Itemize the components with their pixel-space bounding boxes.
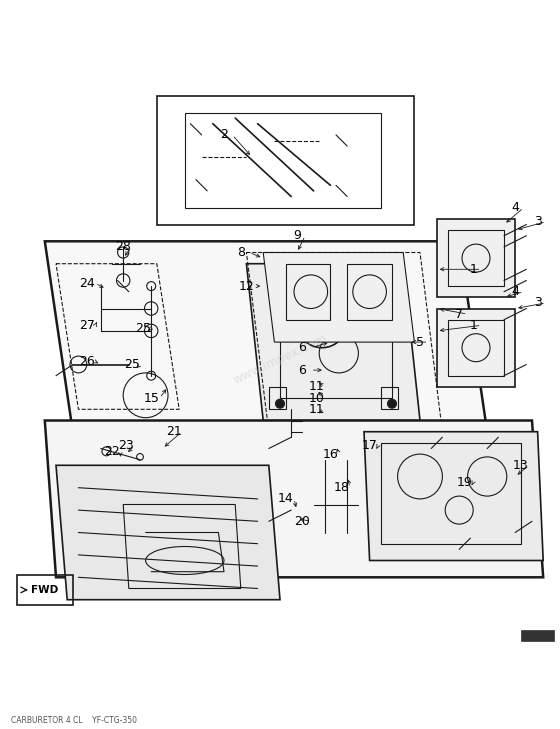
Bar bbox=[269, 387, 286, 409]
Text: 3: 3 bbox=[534, 297, 542, 309]
Circle shape bbox=[388, 287, 396, 296]
Text: 21: 21 bbox=[166, 425, 181, 438]
Bar bbox=[280, 286, 392, 398]
Polygon shape bbox=[56, 465, 280, 600]
Polygon shape bbox=[364, 432, 543, 561]
Bar bbox=[185, 112, 381, 208]
Text: 12: 12 bbox=[239, 280, 254, 292]
Text: 15: 15 bbox=[143, 391, 159, 405]
Text: 25: 25 bbox=[135, 321, 151, 335]
Text: 3: 3 bbox=[534, 215, 542, 228]
Bar bbox=[437, 219, 515, 297]
Text: 23: 23 bbox=[118, 439, 134, 452]
Polygon shape bbox=[45, 241, 487, 432]
Text: 1: 1 bbox=[469, 319, 477, 332]
Bar bbox=[157, 95, 414, 225]
Text: FWD: FWD bbox=[31, 585, 58, 595]
Bar bbox=[269, 275, 286, 297]
Bar bbox=[286, 264, 330, 320]
Text: 13: 13 bbox=[513, 459, 529, 472]
Circle shape bbox=[276, 399, 284, 408]
Text: 1: 1 bbox=[469, 262, 477, 276]
Text: 27: 27 bbox=[79, 319, 95, 332]
Text: 8: 8 bbox=[237, 246, 245, 259]
Text: 6: 6 bbox=[298, 341, 306, 354]
Text: www.impex.com: www.impex.com bbox=[231, 331, 329, 386]
Circle shape bbox=[276, 287, 284, 296]
Polygon shape bbox=[246, 264, 420, 421]
Text: 9: 9 bbox=[293, 229, 301, 242]
Polygon shape bbox=[45, 421, 543, 577]
Bar bbox=[381, 275, 398, 297]
Text: 25: 25 bbox=[124, 358, 139, 371]
Bar bbox=[17, 574, 73, 605]
Text: 17: 17 bbox=[362, 439, 377, 452]
Text: 18: 18 bbox=[334, 481, 349, 494]
Text: 5: 5 bbox=[416, 335, 424, 348]
Text: 24: 24 bbox=[79, 277, 95, 290]
Text: 10: 10 bbox=[309, 391, 324, 405]
Text: 20: 20 bbox=[295, 515, 310, 528]
Text: 16: 16 bbox=[323, 448, 338, 461]
Bar bbox=[521, 631, 554, 641]
Text: 19: 19 bbox=[457, 475, 473, 488]
Bar bbox=[448, 230, 504, 286]
Text: 6: 6 bbox=[298, 364, 306, 377]
Text: 14: 14 bbox=[278, 492, 293, 505]
Text: 22: 22 bbox=[104, 445, 120, 458]
Text: 11: 11 bbox=[309, 381, 324, 394]
Bar bbox=[437, 308, 515, 387]
Bar bbox=[381, 443, 521, 544]
Bar bbox=[347, 264, 392, 320]
Text: 28: 28 bbox=[115, 241, 131, 254]
Circle shape bbox=[388, 399, 396, 408]
Text: 2: 2 bbox=[220, 128, 228, 141]
Text: 11: 11 bbox=[309, 403, 324, 416]
Text: 26: 26 bbox=[79, 355, 95, 368]
Text: 4: 4 bbox=[511, 285, 519, 298]
Text: CARBURETOR 4 CL    YF-CTG-350: CARBURETOR 4 CL YF-CTG-350 bbox=[11, 717, 137, 725]
Text: 7: 7 bbox=[455, 308, 463, 321]
Text: 4: 4 bbox=[511, 201, 519, 214]
Bar bbox=[448, 320, 504, 375]
Bar bbox=[381, 387, 398, 409]
Polygon shape bbox=[263, 252, 414, 342]
